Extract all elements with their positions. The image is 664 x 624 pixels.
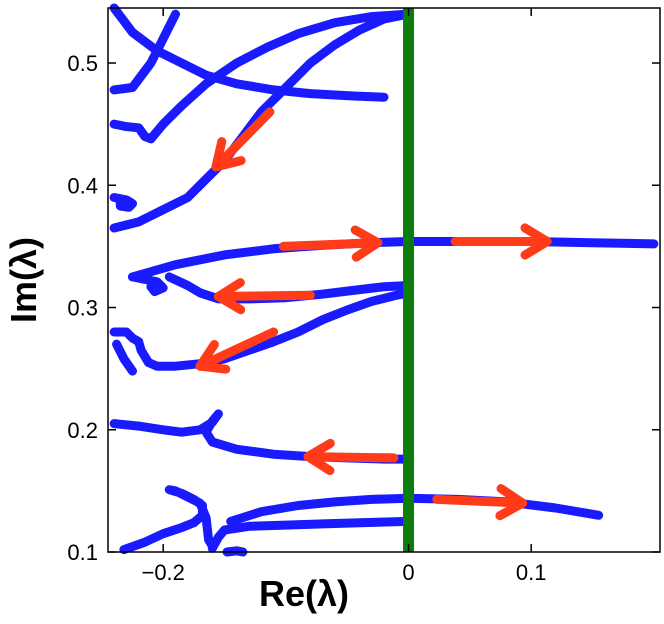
y-tick-label: 0.4 — [67, 173, 98, 198]
eigenvalue-curve-7 — [128, 272, 168, 297]
eigenvalue-curve-1 — [109, 3, 389, 102]
x-tick-label: −0.2 — [141, 560, 184, 585]
y-tick-label: 0.2 — [67, 418, 98, 443]
y-axis-label: Im(λ) — [3, 237, 44, 323]
arrow-shaft — [278, 238, 383, 251]
eigenvalue-curve-11 — [109, 409, 413, 464]
arrow-shaft — [211, 107, 275, 172]
axis-ticks: −0.2 0 0.1 0.1 0.2 0.3 0.4 0.5 — [67, 8, 660, 585]
arrow-head — [350, 225, 383, 262]
direction-arrow-7 — [432, 484, 528, 521]
plot-frame — [107, 7, 661, 553]
arrow-head — [211, 137, 246, 172]
arrow-shaft — [213, 290, 315, 302]
y-tick-label: 0.1 — [67, 540, 98, 565]
arrow-head — [195, 340, 231, 374]
eigenvalue-curve-3 — [109, 9, 413, 144]
arrow-head — [520, 223, 552, 260]
y-tick-label: 0.3 — [67, 296, 98, 321]
x-tick-label: 0 — [402, 560, 414, 585]
eigenvalue-curve-6 — [128, 237, 659, 282]
eigenvalue-curve-10 — [112, 339, 137, 376]
eigenvalue-curves — [109, 3, 659, 557]
eigenvalue-curve-13 — [226, 493, 604, 526]
x-tick-label: 0.1 — [516, 560, 547, 585]
direction-arrow-5 — [195, 327, 279, 374]
eigenvalue-curve-9 — [109, 288, 413, 371]
direction-arrow-1 — [211, 107, 275, 172]
direction-arrow-6 — [303, 438, 399, 476]
direction-arrow-4 — [213, 278, 315, 315]
arrow-shaft — [303, 452, 399, 463]
y-tick-label: 0.5 — [67, 51, 98, 76]
direction-arrow-3 — [450, 223, 552, 260]
arrow-shaft — [195, 327, 279, 371]
direction-arrow-2 — [278, 225, 383, 262]
arrow-shaft — [432, 494, 528, 508]
arrow-head — [495, 484, 528, 521]
arrow-head — [213, 278, 246, 315]
direction-arrows — [195, 107, 552, 521]
arrow-head — [303, 438, 335, 476]
eigenvalue-curve-14 — [207, 516, 413, 553]
eigenvalue-curve-12 — [119, 485, 217, 555]
x-axis-label: Re(λ) — [259, 573, 349, 614]
eigenvalue-curve-2 — [109, 9, 180, 95]
eigenvalue-curve-5 — [109, 193, 137, 212]
